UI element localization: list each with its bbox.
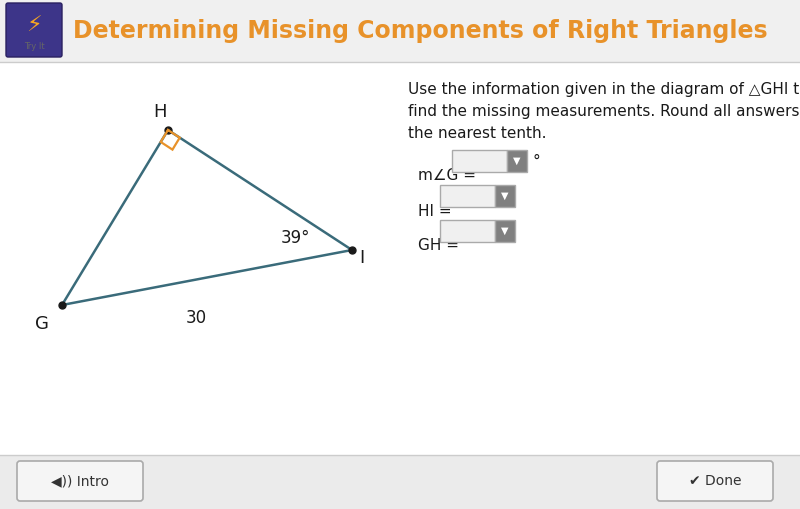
Text: ⚡: ⚡ bbox=[26, 16, 42, 36]
Text: m∠G =: m∠G = bbox=[418, 168, 476, 184]
Text: Determining Missing Components of Right Triangles: Determining Missing Components of Right … bbox=[73, 19, 767, 43]
FancyBboxPatch shape bbox=[6, 3, 62, 57]
Text: HI =: HI = bbox=[418, 204, 452, 218]
Text: ◀)) Intro: ◀)) Intro bbox=[51, 474, 109, 488]
Text: Use the information given in the diagram of △GHI to
find the missing measurement: Use the information given in the diagram… bbox=[408, 82, 800, 142]
FancyBboxPatch shape bbox=[17, 461, 143, 501]
Bar bbox=[440, 185, 495, 207]
FancyBboxPatch shape bbox=[657, 461, 773, 501]
Bar bbox=[0, 455, 800, 509]
Text: °: ° bbox=[532, 154, 540, 168]
Text: 30: 30 bbox=[186, 309, 206, 327]
Text: 39°: 39° bbox=[280, 229, 310, 247]
Text: H: H bbox=[154, 103, 166, 121]
Text: G: G bbox=[35, 315, 49, 333]
Text: ▼: ▼ bbox=[502, 226, 509, 236]
Bar bbox=[495, 220, 515, 242]
Text: GH =: GH = bbox=[418, 239, 459, 253]
Text: ✔ Done: ✔ Done bbox=[689, 474, 742, 488]
Bar bbox=[0, 0, 800, 62]
Bar bbox=[440, 220, 495, 242]
Text: Try It: Try It bbox=[24, 42, 44, 50]
Text: I: I bbox=[359, 249, 365, 267]
Text: ▼: ▼ bbox=[514, 156, 521, 166]
Text: ▼: ▼ bbox=[502, 191, 509, 201]
Bar bbox=[452, 150, 507, 172]
Bar bbox=[507, 150, 527, 172]
Bar bbox=[495, 185, 515, 207]
